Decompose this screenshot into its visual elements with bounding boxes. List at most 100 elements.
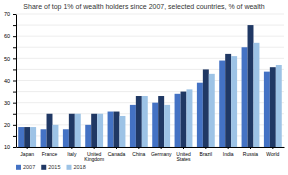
bar [231, 56, 237, 147]
x-tick-label-line: India [223, 151, 234, 157]
y-tick: 20 [4, 122, 16, 128]
x-tick-label-line: Japan [20, 151, 34, 157]
y-tick-mark [13, 58, 16, 59]
bar [24, 127, 30, 147]
grid-line [16, 25, 284, 26]
y-tick-mark [13, 81, 16, 82]
x-tick: Canada [108, 147, 126, 157]
x-tick-label: UnitedKingdom [84, 151, 104, 163]
x-tick: Russia [243, 147, 259, 157]
bar [175, 94, 181, 147]
x-tick-label: Japan [20, 151, 34, 157]
y-tick-label: 70 [4, 11, 10, 17]
grid-line [16, 14, 284, 15]
bar [264, 72, 270, 147]
x-tick-label: Italy [67, 151, 77, 157]
bar [63, 129, 69, 147]
x-tick: India [223, 147, 234, 157]
bar [253, 43, 259, 147]
x-tick-label: World [266, 151, 279, 157]
y-tick [13, 92, 16, 93]
y-tick: 50 [4, 56, 16, 62]
bar [75, 114, 81, 147]
x-tick-label-line: World [266, 151, 279, 157]
y-tick-mark [13, 36, 16, 37]
x-tick-label-line: Kingdom [84, 156, 104, 162]
x-tick: World [266, 147, 279, 157]
bar-series [24, 25, 276, 147]
y-tick: 30 [4, 100, 16, 106]
x-tick-mark [161, 147, 162, 149]
y-tick-label: 30 [4, 100, 10, 106]
x-tick-label: UnitedStates [176, 151, 191, 163]
y-tick-mark [13, 14, 16, 15]
bar [136, 96, 142, 147]
x-tick-mark [49, 147, 50, 149]
x-tick-label: Canada [108, 151, 126, 157]
y-axis-line [16, 15, 17, 148]
bar [30, 127, 36, 147]
bar [47, 114, 53, 147]
x-tick: France [42, 147, 58, 157]
legend: 200720152018 [16, 164, 86, 170]
x-tick-mark [250, 147, 251, 149]
y-tick-label: 20 [4, 122, 10, 128]
x-tick-label-line: States [176, 156, 191, 162]
legend-label: 2015 [48, 164, 60, 170]
bar [18, 127, 24, 147]
x-tick-label: China [132, 151, 145, 157]
bar [270, 67, 276, 147]
y-tick-mark [13, 125, 16, 126]
x-tick-label-line: China [132, 151, 145, 157]
bar [248, 25, 254, 147]
x-tick-label-line: Brazil [200, 151, 213, 157]
bar [152, 103, 158, 147]
bar [52, 125, 58, 147]
x-axis-line [17, 147, 285, 148]
bar [225, 54, 231, 147]
y-tick-label: 10 [4, 144, 10, 150]
x-tick: Germany [151, 147, 172, 157]
bar [276, 65, 282, 147]
x-tick-mark [94, 147, 95, 149]
bar [209, 74, 215, 147]
y-tick-mark [13, 136, 16, 137]
bar [181, 92, 187, 147]
bar-series [18, 47, 270, 147]
x-tick-label: Germany [151, 151, 172, 157]
bar [164, 105, 170, 147]
y-tick [13, 47, 16, 48]
bar [142, 96, 148, 147]
x-tick: UnitedStates [176, 147, 191, 162]
x-tick-label: India [223, 151, 234, 157]
bar [219, 61, 225, 147]
y-axis: 10 20 30 40 50 60 70 [4, 11, 17, 150]
bar [130, 105, 136, 147]
x-tick-mark [183, 147, 184, 149]
y-tick-label: 40 [4, 78, 10, 84]
y-tick: 10 [4, 144, 16, 150]
x-tick-label-line: Canada [108, 151, 126, 157]
y-tick-mark [13, 92, 16, 93]
x-tick-mark [116, 147, 117, 149]
y-tick: 40 [4, 78, 16, 84]
bar [197, 83, 203, 147]
chart: 10 20 30 40 50 60 70 Japan France Italy UnitedKing… [0, 0, 288, 175]
x-tick-label: Brazil [200, 151, 213, 157]
y-tick [13, 114, 16, 115]
y-tick-label: 60 [4, 33, 10, 39]
bar [158, 96, 164, 147]
x-tick: Japan [20, 147, 34, 157]
legend-label: 2018 [74, 164, 86, 170]
x-tick-mark [138, 147, 139, 149]
x-tick-label: France [42, 151, 58, 157]
x-tick-mark [27, 147, 28, 149]
bar [85, 125, 91, 147]
legend-item: 2015 [41, 164, 60, 170]
y-tick [13, 69, 16, 70]
legend-item: 2018 [67, 164, 86, 170]
x-tick-label-line: France [42, 151, 58, 157]
y-tick-mark [13, 147, 16, 148]
x-tick-label-line: Italy [67, 151, 77, 157]
y-tick-label: 50 [4, 56, 10, 62]
